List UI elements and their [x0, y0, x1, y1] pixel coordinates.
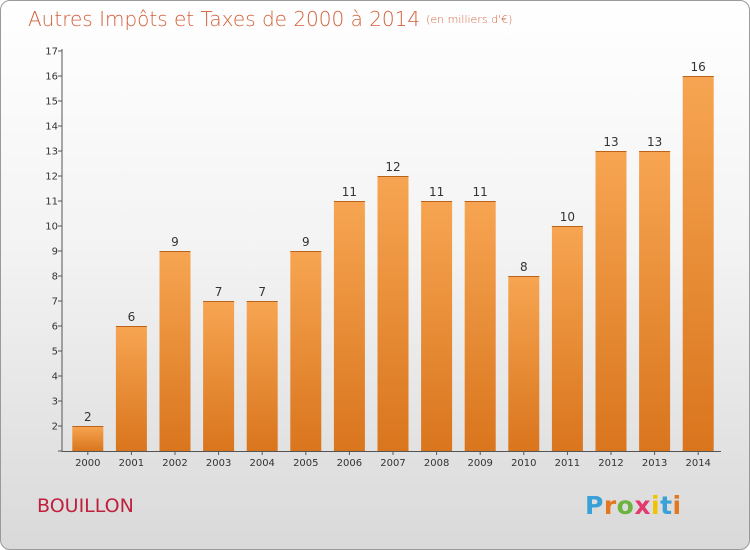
x-tick-label: 2005: [293, 458, 318, 469]
chart-title: Autres Impôts et Taxes de 2000 à 2014 (en…: [28, 7, 512, 31]
bar-value-label: 2: [84, 410, 92, 424]
x-tick-label: 2013: [642, 458, 667, 469]
bar-value-label: 12: [385, 160, 400, 174]
x-tick-label: 2007: [380, 458, 405, 469]
x-tick-label: 2014: [685, 458, 710, 469]
y-tick-label: 4: [52, 372, 58, 383]
logo-letter: i: [672, 491, 682, 520]
bar: [246, 301, 278, 451]
x-tick-label: 2006: [337, 458, 362, 469]
bar-value-label: 11: [473, 185, 488, 199]
chart-unit-label: (en milliers d'€): [426, 13, 513, 26]
y-tick-label: 12: [45, 172, 58, 183]
bar: [464, 201, 496, 451]
logo-letter: r: [603, 491, 617, 520]
place-name: BOUILLON: [37, 495, 134, 517]
x-tick-label: 2000: [75, 458, 100, 469]
x-tick-label: 2002: [162, 458, 187, 469]
x-tick-label: 2012: [598, 458, 623, 469]
bar: [72, 426, 104, 451]
x-tick-label: 2010: [511, 458, 536, 469]
y-tick-label: 7: [52, 297, 58, 308]
bar-value-label: 8: [520, 260, 528, 274]
bar: [508, 276, 540, 451]
logo-letter: x: [634, 491, 651, 520]
x-tick-label: 2001: [119, 458, 144, 469]
bar-value-label: 6: [128, 310, 136, 324]
bar: [333, 201, 365, 451]
x-tick-label: 2011: [555, 458, 580, 469]
bar: [290, 251, 322, 451]
x-tick-label: 2004: [249, 458, 274, 469]
bar-value-label: 7: [215, 285, 223, 299]
logo-letter: o: [616, 491, 635, 520]
bar-value-label: 13: [647, 135, 662, 149]
y-tick-label: 3: [52, 397, 58, 408]
bar: [421, 201, 453, 451]
bar: [377, 176, 409, 451]
x-tick-label: 2009: [467, 458, 492, 469]
bar: [203, 301, 235, 451]
bar: [159, 251, 191, 451]
bar-value-label: 11: [429, 185, 444, 199]
y-tick-label: 6: [52, 322, 58, 333]
bar-value-label: 7: [258, 285, 266, 299]
y-tick-label: 15: [45, 97, 58, 108]
y-tick-label: 14: [45, 122, 58, 133]
bar: [595, 151, 627, 451]
logo-letter: i: [651, 491, 661, 520]
y-tick-label: 17: [45, 47, 58, 58]
bar-value-label: 16: [691, 60, 706, 74]
y-tick-label: 2: [52, 422, 58, 433]
y-tick-label: 13: [45, 147, 58, 158]
bar-value-label: 9: [171, 235, 179, 249]
logo-letter: t: [660, 491, 673, 520]
bar-value-label: 9: [302, 235, 310, 249]
y-tick-label: 5: [52, 347, 58, 358]
bar-value-label: 10: [560, 210, 575, 224]
bar: [551, 226, 583, 451]
x-tick-label: 2003: [206, 458, 231, 469]
proxiti-logo: Proxiti: [585, 491, 682, 520]
bar: [115, 326, 147, 451]
x-tick-label: 2008: [424, 458, 449, 469]
y-tick-label: 9: [52, 247, 58, 258]
y-tick-label: 10: [45, 222, 58, 233]
chart-title-text: Autres Impôts et Taxes de 2000 à 2014: [28, 7, 421, 31]
y-tick-label: 11: [45, 197, 58, 208]
bar-value-label: 11: [342, 185, 357, 199]
bar: [682, 76, 714, 451]
y-tick-label: 16: [45, 72, 58, 83]
y-tick-label: 8: [52, 272, 58, 283]
logo-letter: P: [585, 491, 604, 520]
bar-value-label: 13: [603, 135, 618, 149]
bar: [639, 151, 671, 451]
